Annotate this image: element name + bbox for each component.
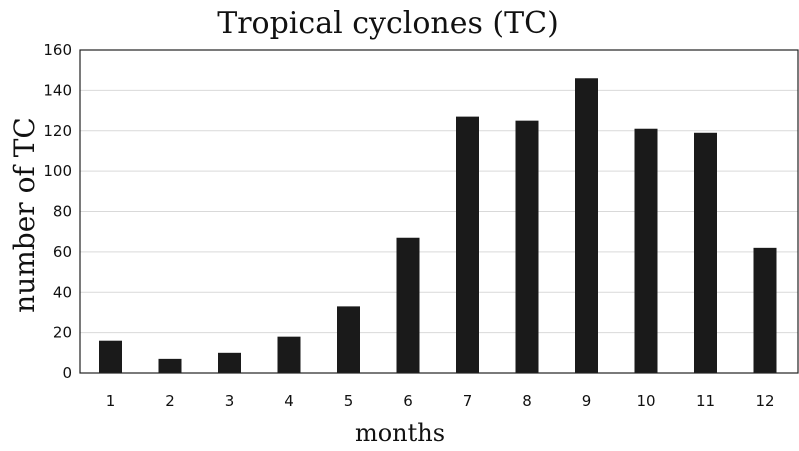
x-tick-label: 10	[636, 392, 655, 410]
plot-frame	[79, 49, 799, 374]
y-axis-title: number of TC	[8, 117, 41, 313]
y-tick-label: 60	[53, 243, 72, 261]
bar-month-3	[218, 352, 241, 373]
x-tick-label: 11	[696, 392, 715, 410]
x-tick-label: 12	[755, 392, 774, 410]
x-tick-label: 8	[522, 392, 532, 410]
x-axis-title: months	[355, 419, 445, 447]
bar-month-11	[694, 132, 717, 373]
y-tick-label: 40	[53, 283, 72, 301]
y-axis-ticks: 0 20 40 60 80 100 120 140 160	[43, 41, 72, 382]
x-axis-ticks: 1 2 3 4 5 6 7 8 9 10 11 12	[106, 392, 775, 410]
bar-month-5	[337, 306, 360, 373]
gridlines	[80, 89, 798, 334]
y-tick-label: 20	[53, 324, 72, 342]
y-tick-label: 100	[43, 162, 72, 180]
x-tick-label: 4	[284, 392, 294, 410]
bar-month-7	[456, 116, 479, 374]
bar-month-4	[277, 336, 301, 373]
bar-month-8	[515, 120, 539, 373]
chart-title: Tropical cyclones (TC)	[217, 6, 559, 41]
x-tick-label: 2	[165, 392, 175, 410]
bar-month-1	[99, 340, 122, 373]
bar-month-9	[575, 78, 598, 373]
bar-month-2	[158, 358, 182, 373]
y-tick-label: 140	[43, 81, 72, 99]
bars	[99, 78, 777, 374]
x-tick-label: 6	[403, 392, 413, 410]
y-tick-label: 120	[43, 122, 72, 140]
bar-month-12	[753, 247, 777, 373]
x-tick-label: 5	[344, 392, 354, 410]
x-tick-label: 7	[463, 392, 473, 410]
y-tick-label: 160	[43, 41, 72, 59]
bar-month-6	[396, 237, 420, 373]
x-tick-label: 1	[106, 392, 116, 410]
bar-month-10	[634, 128, 658, 373]
x-tick-label: 3	[225, 392, 235, 410]
y-tick-label: 80	[53, 203, 72, 221]
y-tick-label: 0	[62, 364, 72, 382]
x-tick-label: 9	[582, 392, 592, 410]
